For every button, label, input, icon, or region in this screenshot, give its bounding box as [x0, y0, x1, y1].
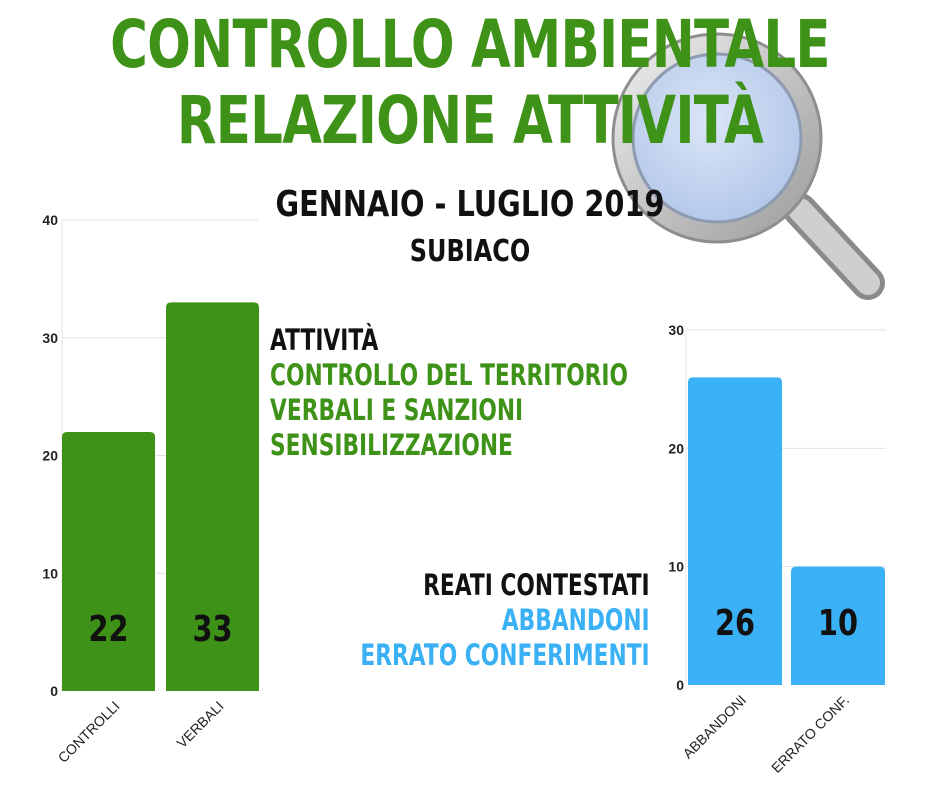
bar	[166, 302, 259, 691]
y-tick-label: 30	[668, 322, 684, 338]
data-label: 26	[715, 602, 755, 644]
title-line-1: CONTROLLO AMBIENTALE	[110, 6, 830, 83]
y-tick-label: 30	[42, 330, 58, 346]
place-label: SUBIACO	[409, 234, 531, 269]
y-tick-label: 10	[668, 559, 684, 575]
y-tick-label: 0	[50, 683, 58, 699]
y-tick-label: 40	[42, 212, 58, 228]
category-label: CONTROLLI	[55, 698, 123, 766]
title-line-2: RELAZIONE ATTIVITÀ	[176, 82, 764, 159]
bar	[688, 377, 782, 685]
y-tick-label: 0	[676, 677, 684, 693]
data-label: 22	[88, 608, 128, 650]
category-label: ABBANDONI	[679, 692, 749, 762]
reati-heading: REATI CONTESTATI	[423, 568, 650, 602]
period-label: GENNAIO - LUGLIO 2019	[275, 184, 665, 225]
y-tick-label: 10	[42, 565, 58, 581]
reati-item: ERRATO CONFERIMENTI	[360, 638, 650, 672]
y-tick-label: 20	[42, 448, 58, 464]
activities-block: ATTIVITÀ CONTROLLO DEL TERRITORIO VERBAL…	[270, 323, 628, 463]
data-label: 33	[192, 608, 232, 650]
reati-item: ABBANDONI	[502, 603, 650, 637]
activity-item: VERBALI E SANZIONI	[270, 393, 524, 427]
category-label: ERRATO CONF.	[768, 692, 852, 776]
reati-block: REATI CONTESTATI ABBANDONI ERRATO CONFER…	[361, 568, 650, 673]
activity-item: CONTROLLO DEL TERRITORIO	[270, 358, 629, 392]
bar	[791, 566, 885, 685]
activities-heading: ATTIVITÀ	[270, 323, 379, 357]
activity-item: SENSIBILIZZAZIONE	[270, 428, 513, 462]
category-label: VERBALI	[173, 698, 226, 751]
bar	[62, 431, 155, 691]
data-label: 10	[818, 602, 858, 644]
y-tick-label: 20	[668, 440, 684, 456]
